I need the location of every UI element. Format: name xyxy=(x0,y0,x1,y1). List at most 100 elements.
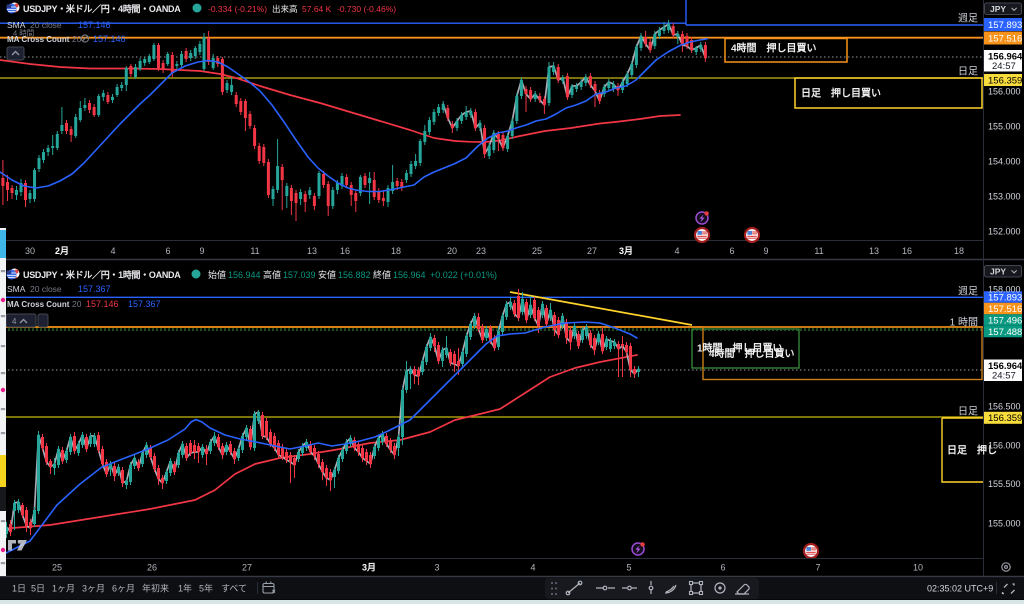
svg-text:4時間 押し目買い: 4時間 押し目買い xyxy=(709,347,795,360)
svg-text:156.000: 156.000 xyxy=(988,441,1021,451)
svg-text:3ヶ月: 3ヶ月 xyxy=(82,584,105,594)
svg-text:4: 4 xyxy=(12,317,17,326)
svg-text:7: 7 xyxy=(815,563,820,573)
svg-text:日足 押し: 日足 押し xyxy=(947,444,997,457)
svg-text:MA Cross Count: MA Cross Count xyxy=(7,300,70,309)
svg-text:3月: 3月 xyxy=(362,563,376,573)
svg-text:1ヶ月: 1ヶ月 xyxy=(52,584,75,594)
svg-text:USDJPY・米ドル／円・4時間・OANDA: USDJPY・米ドル／円・4時間・OANDA xyxy=(23,3,181,14)
svg-text:156.882: 156.882 xyxy=(338,270,371,280)
svg-text:24:57: 24:57 xyxy=(992,61,1016,72)
svg-text:JPY: JPY xyxy=(990,4,1006,14)
svg-text:13: 13 xyxy=(307,246,317,256)
svg-text:終値: 終値 xyxy=(373,269,391,280)
svg-text:MA Cross Count: MA Cross Count xyxy=(7,35,70,44)
svg-text:156.359: 156.359 xyxy=(988,413,1022,424)
svg-text:02:35:02 UTC+9: 02:35:02 UTC+9 xyxy=(927,584,993,594)
svg-text:157.146: 157.146 xyxy=(93,34,126,44)
svg-text:27: 27 xyxy=(242,563,252,573)
svg-text:23: 23 xyxy=(476,246,486,256)
svg-text:5日: 5日 xyxy=(31,584,45,594)
svg-text:6ヶ月: 6ヶ月 xyxy=(112,584,135,594)
svg-text:156.359: 156.359 xyxy=(988,75,1022,86)
svg-text:25: 25 xyxy=(52,563,62,573)
svg-text:156.000: 156.000 xyxy=(988,87,1021,97)
svg-text:152.000: 152.000 xyxy=(988,227,1021,237)
svg-text:1 時間: 1 時間 xyxy=(950,317,978,329)
svg-text:-0.730 (-0.46%): -0.730 (-0.46%) xyxy=(337,4,396,14)
svg-text:156.500: 156.500 xyxy=(988,402,1021,412)
svg-text:日足: 日足 xyxy=(958,406,978,418)
svg-text:6: 6 xyxy=(729,246,734,256)
svg-text:2月: 2月 xyxy=(55,246,69,256)
svg-text:155.000: 155.000 xyxy=(988,122,1021,132)
svg-text:9: 9 xyxy=(199,246,204,256)
svg-text:SMA: SMA xyxy=(7,284,26,294)
svg-text:157.488: 157.488 xyxy=(988,327,1022,338)
svg-text:1時間 押し目買い: 1時間 押し目買い xyxy=(697,342,783,355)
svg-text:13: 13 xyxy=(869,246,879,256)
svg-text:16: 16 xyxy=(902,246,912,256)
svg-text:157.496: 157.496 xyxy=(988,315,1022,326)
svg-text:すべて: すべて xyxy=(221,584,247,594)
svg-text:153.000: 153.000 xyxy=(988,192,1021,202)
svg-text:20: 20 xyxy=(72,34,82,44)
svg-text:1年: 1年 xyxy=(178,583,192,594)
svg-text:20 close: 20 close xyxy=(30,284,62,294)
svg-text:USDJPY・米ドル／円・1時間・OANDA: USDJPY・米ドル／円・1時間・OANDA xyxy=(23,269,181,280)
svg-text:4時間 押し目買い: 4時間 押し目買い xyxy=(731,42,817,55)
svg-text:157.039: 157.039 xyxy=(283,270,316,280)
svg-text:24:57: 24:57 xyxy=(992,371,1016,382)
svg-text:16: 16 xyxy=(340,246,350,256)
svg-text:20 close: 20 close xyxy=(30,20,62,30)
svg-text:10: 10 xyxy=(913,563,923,573)
svg-text:高値: 高値 xyxy=(263,269,281,280)
svg-text:157.146: 157.146 xyxy=(86,299,119,309)
svg-text:9: 9 xyxy=(763,246,768,256)
svg-text:1日: 1日 xyxy=(12,584,26,594)
svg-text:25: 25 xyxy=(532,246,542,256)
svg-text:4: 4 xyxy=(530,563,535,573)
svg-text:出来高: 出来高 xyxy=(272,4,298,14)
svg-text:156.964: 156.964 xyxy=(393,270,426,280)
svg-text:57.64 K: 57.64 K xyxy=(302,4,332,14)
svg-text:4: 4 xyxy=(674,246,679,256)
svg-text:始値: 始値 xyxy=(208,269,226,280)
svg-text:157.893: 157.893 xyxy=(988,20,1022,31)
svg-text:18: 18 xyxy=(391,246,401,256)
svg-text:27: 27 xyxy=(587,246,597,256)
svg-text:5年: 5年 xyxy=(199,583,213,594)
svg-text:30: 30 xyxy=(25,246,35,256)
svg-text:JPY: JPY xyxy=(990,266,1006,276)
svg-text:157.367: 157.367 xyxy=(128,299,161,309)
svg-text:6: 6 xyxy=(720,563,725,573)
svg-text:157.516: 157.516 xyxy=(988,33,1022,44)
svg-text:日足: 日足 xyxy=(958,66,978,78)
svg-text:11: 11 xyxy=(814,246,823,256)
svg-text:+0.022 (+0.01%): +0.022 (+0.01%) xyxy=(430,270,497,280)
svg-text:156.944: 156.944 xyxy=(228,270,261,280)
svg-text:20: 20 xyxy=(72,299,82,309)
svg-text:155.000: 155.000 xyxy=(988,519,1021,529)
svg-text:週足: 週足 xyxy=(958,13,978,25)
svg-text:20: 20 xyxy=(447,246,457,256)
svg-text:3月: 3月 xyxy=(619,246,633,256)
svg-text:日足 押し目買い: 日足 押し目買い xyxy=(801,87,881,100)
svg-text:157.146: 157.146 xyxy=(78,20,111,30)
svg-text:26: 26 xyxy=(147,563,157,573)
svg-text:156.964: 156.964 xyxy=(988,52,1023,63)
svg-text:155.500: 155.500 xyxy=(988,479,1021,489)
svg-text:年初来: 年初来 xyxy=(142,583,169,594)
svg-text:11: 11 xyxy=(250,246,259,256)
svg-text:157.516: 157.516 xyxy=(988,304,1022,315)
svg-text:4: 4 xyxy=(110,246,115,256)
svg-text:6: 6 xyxy=(165,246,170,256)
svg-text:4 時間: 4 時間 xyxy=(13,29,34,38)
svg-text:156.964: 156.964 xyxy=(988,361,1023,372)
svg-text:3: 3 xyxy=(434,563,439,573)
svg-text:SMA: SMA xyxy=(7,20,26,30)
svg-text:158.000: 158.000 xyxy=(988,285,1021,295)
svg-text:安値: 安値 xyxy=(318,269,336,280)
svg-text:週足: 週足 xyxy=(958,286,978,298)
svg-text:18: 18 xyxy=(954,246,964,256)
